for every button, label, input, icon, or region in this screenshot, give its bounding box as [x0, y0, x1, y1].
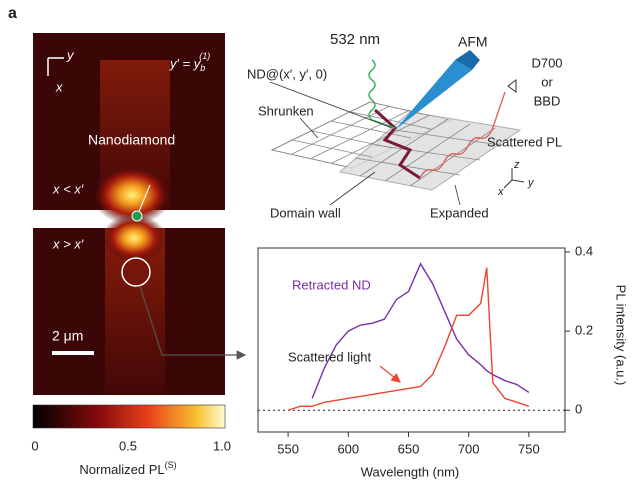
y-tick-label: 0.2 — [575, 323, 593, 338]
plot-frame — [258, 248, 565, 432]
row-label: x < x′ — [52, 181, 84, 196]
annotation-arrow — [380, 366, 400, 382]
series-label: Scattered light — [288, 349, 371, 364]
colorbar-tick: 0.5 — [119, 438, 137, 453]
colorbar-tick: 1.0 — [213, 438, 231, 453]
scale-bar-label: 2 μm — [52, 328, 83, 344]
row-label: x > x′ — [52, 236, 84, 251]
condition-main: y′ = y — [169, 56, 202, 71]
y-axis-label: PL intensity (a.u.) — [614, 285, 629, 386]
x-tick-label: 550 — [277, 441, 299, 456]
x-tick-label: 600 — [337, 441, 359, 456]
condition-sup: (1) — [199, 51, 210, 61]
axis-label: y — [527, 177, 535, 189]
x-tick-label: 650 — [398, 441, 420, 456]
x-axis-label: Wavelength (nm) — [361, 464, 460, 479]
detector-label: D700 — [531, 55, 562, 70]
pl-images — [33, 33, 245, 428]
nanodiamond-label: Nanodiamond — [88, 132, 175, 148]
laser-label: 532 nm — [330, 31, 380, 48]
afm-label: AFM — [458, 34, 488, 50]
nd-label: ND@(x′, y′, 0) — [247, 66, 327, 81]
colorbar-label-sup: (S) — [165, 460, 177, 470]
colorbar-tick: 0 — [31, 438, 38, 453]
detector-label: BBD — [534, 93, 561, 108]
axis-label: x — [497, 186, 504, 198]
x-tick-label: 700 — [458, 441, 480, 456]
y-tick-label: 0.4 — [575, 243, 593, 258]
detector-label: or — [541, 74, 553, 89]
y-tick-label: 0 — [575, 402, 582, 417]
series-label: Retracted ND — [292, 277, 371, 292]
x-tick-label: 750 — [518, 441, 540, 456]
figure: a y x y′ = yb (1) Nanodiamond x < x′ x > … — [0, 0, 638, 489]
colorbar-label: Normalized PL(S) — [79, 460, 176, 477]
axis-label: x — [55, 79, 63, 94]
scattered-pl-label: Scattered PL — [487, 134, 562, 149]
shrunken-label: Shrunken — [258, 103, 314, 118]
spectrum-chart: 550 600 650 700 750 0 0.2 0.4 Retracted ND Scatte… — [258, 243, 593, 456]
domain-wall-label: Domain wall — [270, 205, 341, 220]
condition-sub: b — [200, 63, 205, 73]
expanded-label: Expanded — [430, 205, 489, 220]
colorbar-label-main: Normalized PL — [79, 462, 164, 477]
panel-label: a — [8, 5, 17, 22]
axis-label: z — [513, 159, 520, 171]
